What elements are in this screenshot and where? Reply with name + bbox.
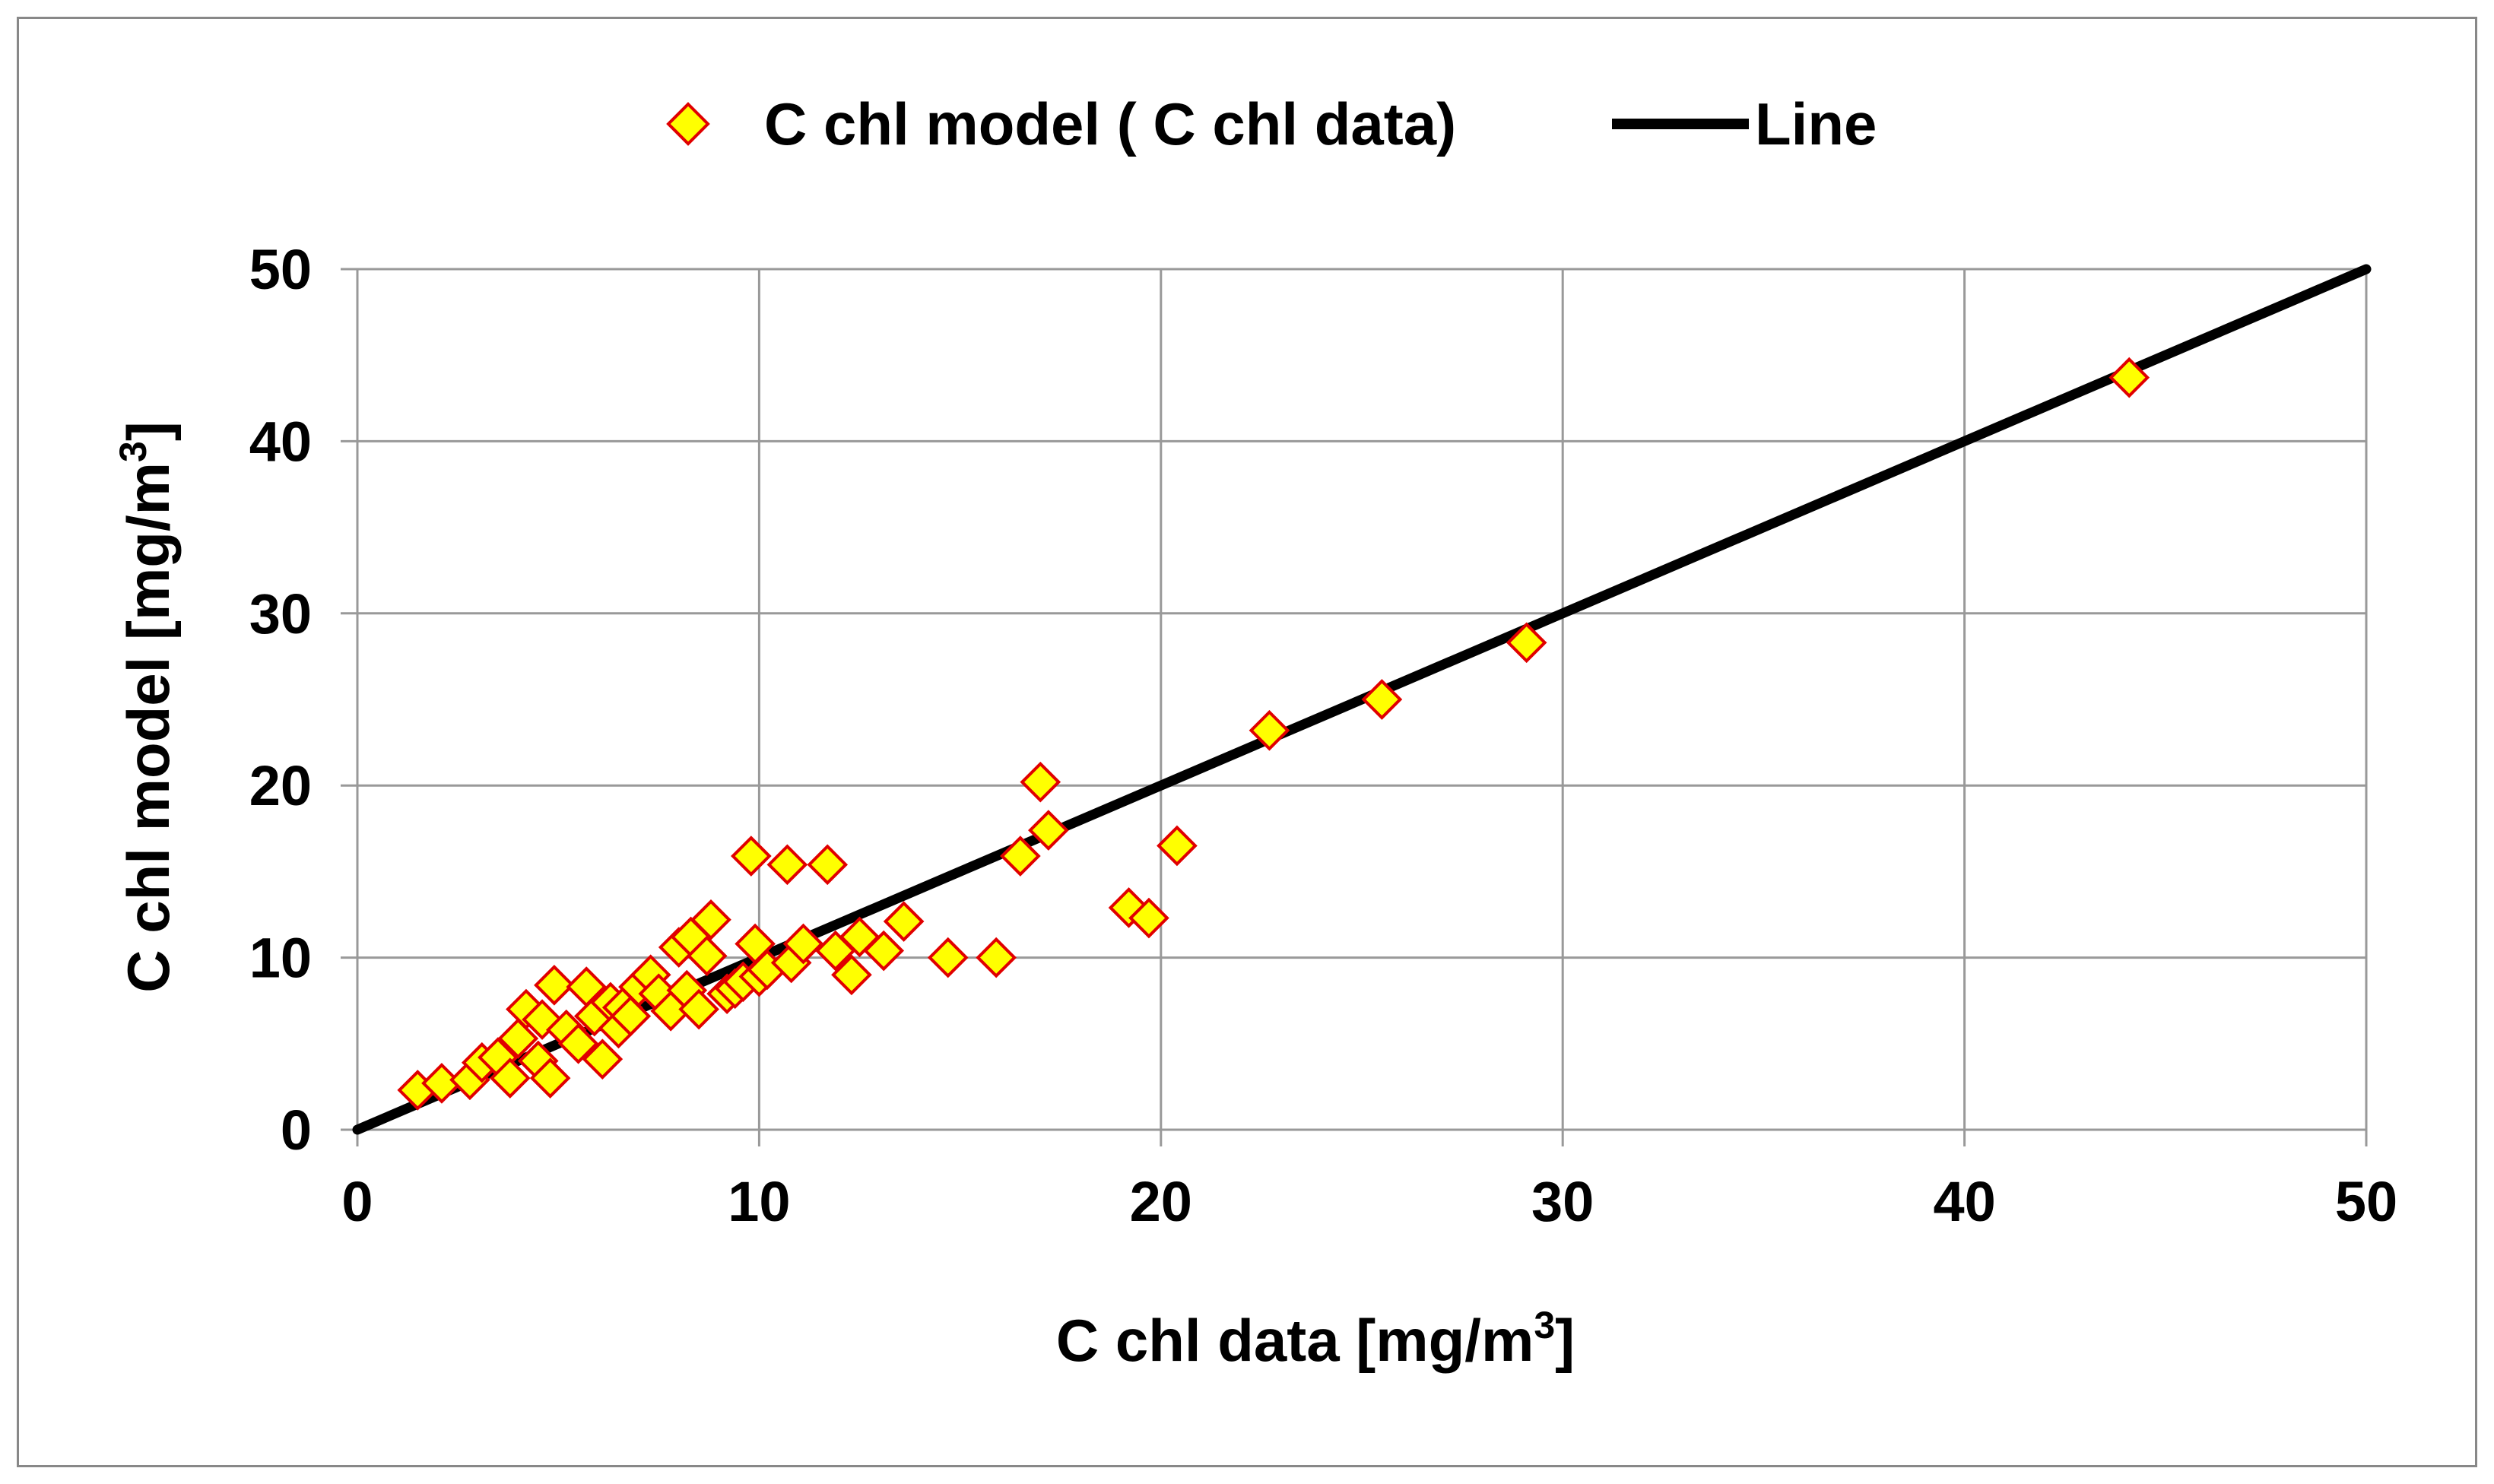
legend-label-scatter: C chl model ( C chl data): [764, 90, 1456, 157]
data-point: [534, 964, 575, 1006]
data-point: [766, 844, 808, 886]
data-point: [582, 1038, 624, 1080]
x-tick-label: 10: [728, 1170, 790, 1233]
x-axis-ticks: 0 10 20 30 40 50: [341, 1170, 2397, 1233]
data-point: [497, 1018, 539, 1059]
data-point: [1020, 761, 1061, 803]
y-axis-label-sup: 3: [112, 441, 154, 462]
data-point: [731, 836, 772, 877]
y-axis-ticks: 0 10 20 30 40 50: [249, 238, 312, 1162]
x-tick-label: 50: [2335, 1170, 2397, 1233]
data-point: [489, 1058, 531, 1099]
data-point: [2108, 357, 2150, 398]
data-point: [1506, 622, 1547, 664]
y-tick-label: 20: [249, 754, 312, 817]
data-point: [976, 937, 1017, 978]
y-tick-label: 50: [249, 238, 312, 301]
x-tick-label: 20: [1130, 1170, 1192, 1233]
data-point: [1157, 825, 1198, 867]
data-point: [686, 935, 728, 977]
data-point: [883, 901, 925, 942]
y-axis-label: C chl model [mg/m3]: [112, 421, 182, 993]
data-point: [1249, 709, 1290, 751]
data-point: [807, 844, 849, 886]
data-point: [610, 995, 652, 1037]
y-tick-label: 30: [249, 582, 312, 645]
x-axis-label-sup: 3: [1534, 1304, 1555, 1346]
scatter-series: [397, 357, 2150, 1111]
data-point: [831, 954, 872, 996]
x-tick-label: 30: [1531, 1170, 1594, 1233]
data-point: [1361, 679, 1403, 720]
x-tick-label: 0: [341, 1170, 373, 1233]
x-axis-label: C chl data [mg/m3]: [1056, 1304, 1575, 1374]
data-point: [782, 923, 824, 965]
y-tick-label: 10: [249, 927, 312, 990]
data-point: [690, 899, 731, 940]
chart-frame: [17, 17, 2477, 1467]
data-point: [1000, 836, 1041, 877]
y-tick-label: 0: [281, 1099, 312, 1162]
data-point: [529, 1058, 571, 1099]
legend-marker-diamond: [666, 102, 710, 146]
legend-label-line: Line: [1755, 90, 1877, 157]
data-point: [1028, 810, 1069, 851]
x-tick-label: 40: [1933, 1170, 1995, 1233]
legend: C chl model ( C chl data) Line: [666, 90, 1877, 157]
data-point: [863, 930, 905, 972]
data-point: [1128, 897, 1169, 939]
grid-lines: [341, 268, 2368, 1146]
y-tick-label: 40: [249, 410, 312, 473]
data-point: [927, 937, 969, 978]
data-point: [557, 1023, 599, 1064]
data-point: [678, 988, 719, 1030]
